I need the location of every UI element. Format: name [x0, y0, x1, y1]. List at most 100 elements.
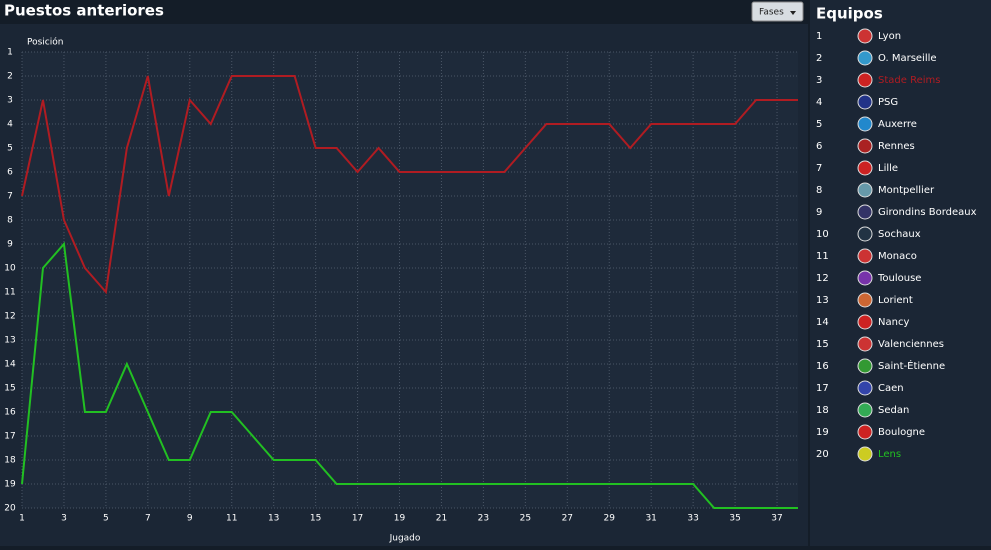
x-tick-label: 19 — [394, 514, 406, 524]
team-rank: 5 — [816, 119, 822, 130]
team-name: O. Marseille — [878, 53, 937, 64]
team-badge — [857, 270, 873, 286]
y-tick-label: 11 — [4, 288, 15, 298]
team-name: Lille — [878, 163, 898, 174]
team-rank: 8 — [816, 185, 822, 196]
team-badge — [857, 28, 873, 44]
team-name: PSG — [878, 97, 898, 108]
y-tick-label: 2 — [7, 72, 13, 82]
team-rank: 6 — [816, 141, 822, 152]
y-tick-label: 15 — [4, 384, 15, 394]
team-title: Equipos — [816, 5, 883, 23]
team-badge — [857, 50, 873, 66]
title-bar — [0, 0, 808, 24]
team-rank: 9 — [816, 207, 822, 218]
team-name: Rennes — [878, 141, 915, 152]
team-rank: 19 — [816, 427, 829, 438]
y-tick-label: 5 — [7, 144, 13, 154]
team-badge — [857, 182, 873, 198]
fases-label[interactable]: Fases — [759, 8, 784, 18]
x-tick-label: 5 — [103, 514, 109, 524]
team-rank: 4 — [816, 97, 822, 108]
y-tick-label: 19 — [4, 480, 16, 490]
x-tick-label: 29 — [604, 514, 616, 524]
x-tick-label: 3 — [61, 514, 67, 524]
y-tick-label: 13 — [4, 336, 15, 346]
series-line — [21, 75, 798, 295]
team-name: Valenciennes — [878, 339, 944, 350]
series-line — [21, 241, 798, 509]
team-name: Monaco — [878, 251, 917, 262]
team-rank: 18 — [816, 405, 829, 416]
team-badge — [857, 138, 873, 154]
y-tick-label: 7 — [7, 192, 13, 202]
page-title: Puestos anteriores — [4, 2, 164, 20]
y-tick-label: 16 — [4, 408, 16, 418]
x-tick-label: 1 — [19, 514, 25, 524]
y-axis-label: Posición — [27, 37, 63, 48]
team-rank: 17 — [816, 383, 829, 394]
team-badge — [857, 446, 873, 462]
team-rank: 12 — [816, 273, 829, 284]
x-tick-label: 9 — [187, 514, 193, 524]
x-axis-label: Jugado — [389, 534, 421, 544]
y-tick-label: 17 — [4, 432, 15, 442]
x-tick-label: 25 — [520, 514, 531, 524]
team-panel — [810, 0, 991, 546]
team-badge — [857, 116, 873, 132]
y-tick-label: 9 — [7, 240, 13, 250]
team-name: Auxerre — [878, 119, 917, 130]
y-tick-label: 20 — [4, 504, 16, 514]
x-tick-label: 21 — [436, 514, 447, 524]
team-name: Caen — [878, 383, 904, 394]
team-name: Lyon — [878, 31, 901, 42]
x-tick-label: 17 — [352, 514, 363, 524]
team-name: Girondins Bordeaux — [878, 207, 977, 218]
team-badge — [857, 402, 873, 418]
x-tick-label: 7 — [145, 514, 151, 524]
x-tick-label: 27 — [562, 514, 573, 524]
team-name: Lorient — [878, 295, 913, 306]
team-badge — [857, 248, 873, 264]
team-rank: 2 — [816, 53, 822, 64]
team-badge — [857, 336, 873, 352]
dropdown-arrow — [790, 11, 796, 15]
team-rank: 16 — [816, 361, 829, 372]
x-tick-label: 31 — [645, 514, 656, 524]
team-name: Toulouse — [877, 273, 921, 284]
y-tick-label: 1 — [7, 48, 13, 58]
team-rank: 13 — [816, 295, 829, 306]
y-tick-label: 12 — [4, 312, 15, 322]
team-badge — [857, 160, 873, 176]
team-rank: 7 — [816, 163, 822, 174]
x-tick-label: 37 — [771, 514, 782, 524]
team-name: Saint-Étienne — [878, 359, 945, 372]
team-badge — [857, 292, 873, 308]
fases-button[interactable] — [751, 1, 804, 22]
team-rank: 1 — [816, 31, 822, 42]
y-tick-label: 18 — [4, 456, 16, 466]
team-badge — [857, 204, 873, 220]
plot-area — [22, 52, 798, 508]
team-rank: 15 — [816, 339, 829, 350]
y-tick-label: 3 — [7, 96, 13, 106]
y-tick-label: 14 — [4, 360, 16, 370]
x-tick-label: 33 — [687, 514, 698, 524]
y-tick-label: 8 — [7, 216, 13, 226]
team-rank: 11 — [816, 251, 829, 262]
team-rank: 14 — [816, 317, 829, 328]
team-badge — [857, 94, 873, 110]
team-rank: 20 — [816, 449, 829, 460]
team-name: Lens — [878, 449, 901, 460]
team-rank: 10 — [816, 229, 829, 240]
team-name: Boulogne — [878, 427, 925, 438]
x-tick-label: 23 — [478, 514, 489, 524]
team-badge — [857, 314, 873, 330]
x-tick-label: 15 — [310, 514, 321, 524]
team-name: Sedan — [878, 405, 909, 416]
x-tick-label: 13 — [268, 514, 279, 524]
x-tick-label: 35 — [729, 514, 740, 524]
team-badge — [857, 72, 873, 88]
y-tick-label: 4 — [7, 120, 13, 130]
